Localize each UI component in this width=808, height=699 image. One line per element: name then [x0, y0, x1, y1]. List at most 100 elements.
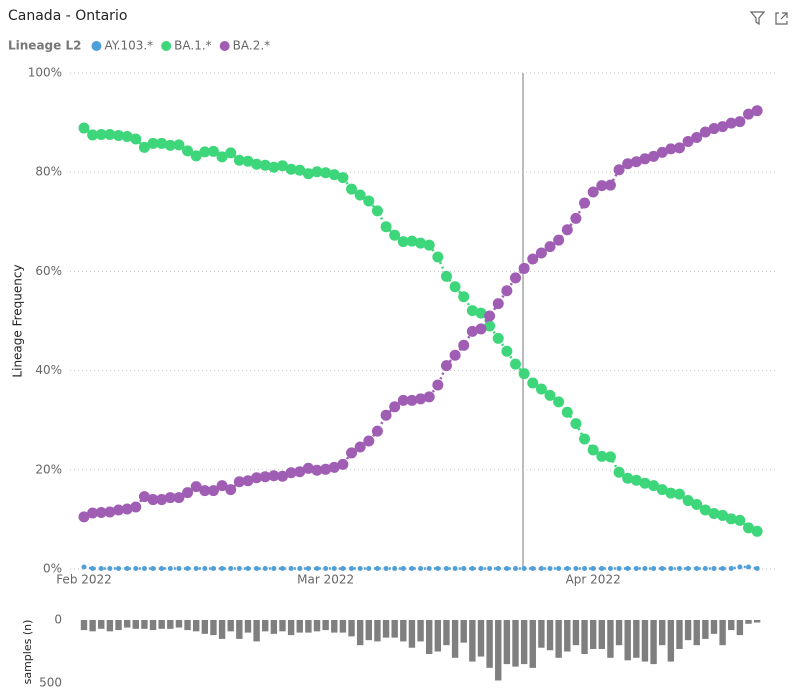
- bar: [322, 620, 329, 631]
- data-point: [285, 163, 297, 175]
- data-point: [440, 270, 452, 282]
- data-point: [409, 566, 415, 572]
- data-point: [435, 566, 441, 572]
- data-point: [159, 566, 165, 572]
- y-tick-label: 60%: [35, 264, 62, 278]
- data-point: [711, 566, 717, 572]
- data-point: [397, 394, 409, 406]
- data-point: [400, 566, 406, 572]
- data-point: [251, 472, 263, 484]
- data-point: [449, 281, 461, 293]
- legend-marker: [219, 41, 230, 51]
- bar: [486, 620, 493, 668]
- data-point: [665, 143, 677, 155]
- data-point: [254, 566, 260, 572]
- bar: [434, 620, 442, 652]
- data-point: [297, 566, 303, 572]
- data-point: [604, 179, 616, 191]
- data-point: [553, 396, 565, 408]
- bar: [615, 620, 623, 646]
- data-point: [285, 467, 297, 479]
- data-point: [556, 566, 562, 572]
- legend-label: AY.103.*: [104, 39, 153, 53]
- legend-label: BA.1.*: [174, 39, 212, 53]
- data-point: [167, 566, 173, 572]
- data-point: [268, 470, 280, 482]
- data-point: [699, 504, 711, 516]
- y-axis-title: Lineage Frequency: [11, 264, 25, 377]
- bar: [753, 620, 761, 623]
- x-tick-label: Feb 2022: [56, 573, 112, 587]
- data-point: [651, 566, 657, 572]
- bar: [451, 620, 459, 658]
- bar: [503, 620, 511, 665]
- data-point: [294, 164, 306, 176]
- data-point: [561, 224, 573, 236]
- data-point: [95, 506, 107, 518]
- data-point: [728, 566, 734, 572]
- data-point: [518, 262, 530, 274]
- data-point: [150, 566, 156, 572]
- data-point: [423, 391, 435, 403]
- bar: [80, 620, 88, 631]
- data-point: [475, 323, 487, 335]
- data-point: [392, 566, 398, 572]
- data-point: [124, 566, 130, 572]
- bar: [676, 620, 683, 649]
- data-point: [199, 146, 211, 158]
- data-point: [544, 389, 556, 401]
- data-point: [207, 145, 219, 157]
- focus-icon[interactable]: [775, 12, 788, 25]
- data-point: [561, 406, 573, 418]
- toolbar[interactable]: [749, 11, 788, 26]
- data-point: [590, 566, 596, 572]
- data-point: [190, 150, 202, 162]
- y-axis-title: samples (n): [21, 620, 34, 685]
- bar: [736, 620, 744, 636]
- bar: [244, 620, 252, 633]
- data-point: [570, 212, 582, 224]
- data-point: [294, 466, 306, 478]
- data-point: [216, 480, 228, 492]
- data-point: [484, 320, 496, 332]
- y-tick-label: 0%: [43, 562, 62, 576]
- data-point: [443, 566, 449, 572]
- bar: [175, 620, 183, 628]
- data-point: [648, 480, 660, 492]
- data-point: [121, 130, 133, 142]
- data-point: [331, 566, 337, 572]
- data-point: [354, 441, 366, 453]
- data-point: [90, 566, 96, 572]
- data-point: [596, 180, 608, 192]
- data-point: [530, 566, 536, 572]
- filter-icon[interactable]: [749, 11, 766, 26]
- bar: [607, 620, 614, 658]
- bar: [167, 620, 174, 629]
- data-point: [225, 147, 237, 159]
- data-point: [751, 105, 763, 117]
- data-point: [622, 158, 634, 170]
- data-point: [133, 566, 139, 572]
- data-point: [743, 108, 755, 120]
- data-point: [371, 425, 383, 437]
- data-point: [510, 272, 521, 284]
- data-point: [113, 129, 125, 141]
- y-tick-label: 40%: [35, 363, 62, 377]
- data-point: [182, 487, 194, 499]
- data-point: [268, 161, 280, 173]
- data-point: [323, 566, 329, 572]
- data-point: [492, 332, 504, 344]
- data-point: [78, 511, 90, 523]
- bar: [331, 620, 338, 633]
- bar: [667, 620, 675, 662]
- data-point: [406, 394, 418, 406]
- data-point: [81, 564, 87, 570]
- bar: [296, 620, 303, 633]
- data-point: [418, 566, 424, 572]
- data-point: [279, 566, 285, 572]
- bar: [210, 620, 217, 636]
- bar: [460, 620, 467, 643]
- bar: [123, 620, 131, 628]
- data-point: [682, 135, 694, 147]
